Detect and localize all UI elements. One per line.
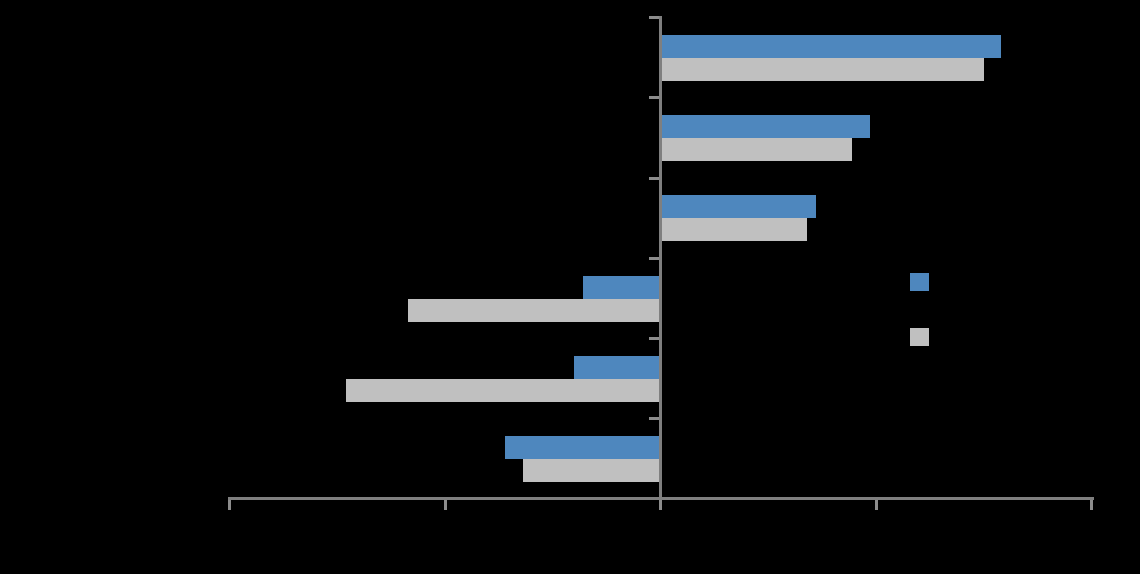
- bar-series1-cat1: [660, 35, 1001, 58]
- bar-series2-cat4: [408, 298, 661, 322]
- y-axis-tick: [649, 257, 659, 260]
- y-axis-line: [659, 16, 662, 500]
- y-axis-tick: [649, 176, 659, 180]
- bar-series1-cat2: [660, 115, 870, 139]
- bar-series2-cat6: [522, 458, 661, 482]
- bar-series2-cat3: [660, 218, 807, 242]
- bar-series1-cat3: [660, 195, 816, 219]
- x-axis-tick: [874, 500, 878, 510]
- bar-series1-cat5: [574, 355, 661, 379]
- x-axis-tick: [228, 500, 231, 510]
- bar-series1-cat4: [582, 275, 661, 299]
- y-axis-tick: [649, 15, 659, 19]
- bar-series2-cat5: [345, 378, 661, 402]
- x-axis-line: [228, 497, 1094, 500]
- y-axis-tick: [649, 337, 659, 340]
- bar-series2-cat1: [660, 58, 984, 81]
- bar-series1-cat6: [505, 435, 661, 459]
- legend-swatch-series1: [910, 273, 929, 291]
- x-axis-tick: [443, 500, 447, 510]
- x-axis-tick: [1090, 500, 1093, 510]
- legend-swatch-series2: [910, 328, 929, 346]
- y-axis-tick: [649, 417, 659, 420]
- bar-series2-cat2: [660, 138, 853, 162]
- y-axis-tick: [649, 96, 659, 99]
- x-axis-tick: [659, 500, 662, 510]
